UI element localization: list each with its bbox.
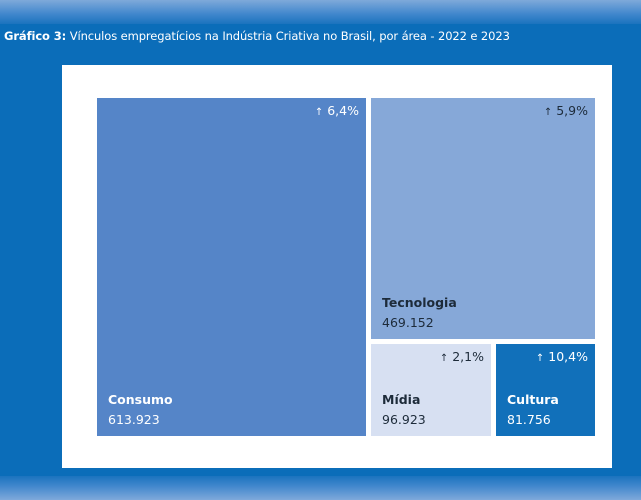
tile-value: 613.923 bbox=[108, 412, 160, 427]
tile-value: 96.923 bbox=[382, 412, 426, 427]
chart-panel: ↑ 6,4% Consumo 613.923 ↑ 5,9% Tecnologia 469.15… bbox=[62, 65, 612, 468]
tile-label: Cultura bbox=[507, 392, 559, 407]
tile-value: 81.756 bbox=[507, 412, 551, 427]
change-label: ↑ 5,9% bbox=[544, 103, 588, 118]
arrow-up-icon: ↑ bbox=[314, 107, 324, 118]
change-value: 5,9% bbox=[556, 103, 588, 118]
tile-label: Mídia bbox=[382, 392, 421, 407]
arrow-up-icon: ↑ bbox=[543, 107, 553, 118]
change-label: ↑ 10,4% bbox=[536, 349, 588, 364]
treemap-tile-consumo: ↑ 6,4% Consumo 613.923 bbox=[97, 98, 366, 436]
tile-value: 469.152 bbox=[382, 315, 434, 330]
chart-title-text: Vínculos empregatícios na Indústria Cria… bbox=[69, 29, 510, 43]
change-value: 6,4% bbox=[327, 103, 359, 118]
tile-label: Tecnologia bbox=[382, 295, 457, 310]
change-label: ↑ 2,1% bbox=[440, 349, 484, 364]
change-value: 2,1% bbox=[452, 349, 484, 364]
arrow-up-icon: ↑ bbox=[535, 353, 545, 364]
top-decorative-band bbox=[0, 0, 641, 24]
change-value: 10,4% bbox=[548, 349, 588, 364]
change-label: ↑ 6,4% bbox=[315, 103, 359, 118]
chart-title-prefix: Gráfico 3: bbox=[4, 29, 67, 43]
arrow-up-icon: ↑ bbox=[439, 353, 449, 364]
bottom-decorative-band bbox=[0, 476, 641, 500]
treemap-tile-cultura: ↑ 10,4% Cultura 81.756 bbox=[496, 344, 595, 436]
treemap-tile-midia: ↑ 2,1% Mídia 96.923 bbox=[371, 344, 491, 436]
chart-title: Gráfico 3: Vínculos empregatícios na Ind… bbox=[4, 29, 510, 43]
treemap-tile-tecnologia: ↑ 5,9% Tecnologia 469.152 bbox=[371, 98, 595, 339]
tile-label: Consumo bbox=[108, 392, 173, 407]
